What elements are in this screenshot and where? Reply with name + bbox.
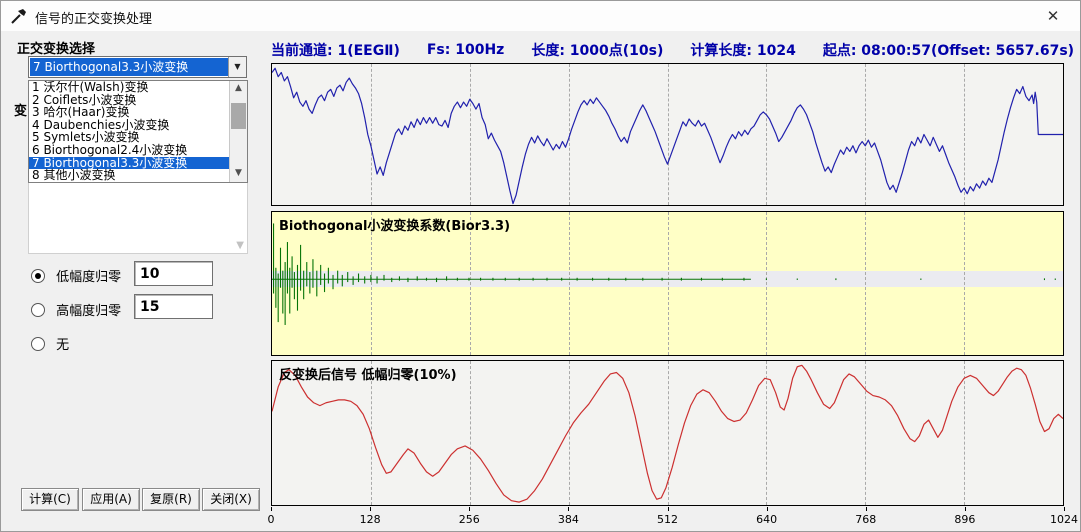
gridline <box>865 361 867 505</box>
listbox-item[interactable]: 6 Biorthogonal2.4小波变换 <box>32 142 188 157</box>
high-zero-label: 高幅度归零 <box>56 304 122 319</box>
chevron-down-icon: ▼ <box>236 240 244 251</box>
gridline <box>865 64 867 205</box>
close-icon[interactable]: ✕ <box>1046 7 1060 25</box>
inverse-chart-title: 反变换后信号 低幅归零(10%) <box>279 368 457 383</box>
gridline <box>469 361 471 505</box>
axis-tick <box>568 507 570 511</box>
none-radio[interactable] <box>31 336 45 351</box>
listbox-item[interactable]: 3 哈尔(Haar)变换 <box>32 105 130 120</box>
chevron-down-icon[interactable]: ▼ <box>230 166 247 182</box>
gridline <box>964 361 966 505</box>
clipped-label: 变 <box>14 104 28 119</box>
low-zero-label: 低幅度归零 <box>56 270 122 285</box>
title-bar: 信号的正交变换处理 ✕ <box>1 1 1080 31</box>
close-button[interactable]: 关闭(X) <box>202 488 260 511</box>
length-info: 长度: 1000点(10s) <box>531 43 664 59</box>
restore-button[interactable]: 复原(R) <box>142 488 200 511</box>
start-time-info: 起点: 08:00:57(Offset: 5657.67s) <box>822 43 1075 59</box>
listbox-item[interactable]: 2 Coiflets小波变换 <box>32 92 137 107</box>
high-zero-radio[interactable] <box>31 302 45 317</box>
window-title: 信号的正交变换处理 <box>35 12 153 27</box>
axis-tick-label: 896 <box>954 513 976 526</box>
info-bar: 当前通道: 1(EEGⅡ) Fs: 100Hz 长度: 1000点(10s) 计… <box>271 41 1075 59</box>
gridline <box>766 64 768 205</box>
hammer-icon <box>11 9 26 24</box>
low-zero-input[interactable] <box>134 261 213 286</box>
axis-tick <box>271 507 272 511</box>
inverse-signal-chart: 反变换后信号 低幅归零(10%) <box>271 360 1064 506</box>
transform-combobox[interactable]: 7 Biorthogonal3.3小波变换 ▼ <box>28 56 247 78</box>
axis-tick <box>865 507 867 511</box>
axis-tick <box>766 507 768 511</box>
apply-button[interactable]: 应用(A) <box>82 488 140 511</box>
gridline <box>370 64 372 205</box>
axis-tick-label: 256 <box>458 513 480 526</box>
channel-info: 当前通道: 1(EEGⅡ) <box>271 43 400 59</box>
axis-tick-label: 640 <box>756 513 778 526</box>
gridline <box>964 212 966 355</box>
gridline <box>568 64 570 205</box>
x-axis: 0 128 256 384 512 640 768 896 1024 <box>267 507 1078 531</box>
transform-select-label: 正交变换选择 <box>17 42 96 57</box>
gridline <box>667 64 669 205</box>
combobox-value: 7 Biorthogonal3.3小波变换 <box>30 58 228 76</box>
listbox-item[interactable]: 4 Daubenchies小波变换 <box>32 117 170 132</box>
gridline <box>370 212 372 355</box>
gridline <box>469 212 471 355</box>
calculate-button[interactable]: 计算(C) <box>21 488 79 511</box>
listbox-item[interactable]: 8 其他小波变换 <box>32 168 116 183</box>
gridline <box>568 212 570 355</box>
axis-tick-label: 512 <box>657 513 678 526</box>
gridline <box>766 361 768 505</box>
chevron-down-icon[interactable]: ▼ <box>228 57 246 77</box>
axis-tick-label: 128 <box>359 513 381 526</box>
coefficients-chart-title: Biothogonal小波变换系数(Bior3.3) <box>279 219 511 234</box>
gridline <box>964 64 966 205</box>
gridline <box>469 64 471 205</box>
high-zero-input[interactable] <box>134 294 213 319</box>
axis-tick <box>667 507 669 511</box>
listbox-item-selected[interactable]: 7 Biorthogonal3.3小波变换 <box>29 156 230 170</box>
axis-tick <box>964 507 966 511</box>
secondary-list-panel: ▼ <box>28 183 248 254</box>
scrollbar-thumb[interactable] <box>231 103 246 129</box>
gridline <box>865 212 867 355</box>
axis-tick <box>1064 507 1065 511</box>
listbox-scrollbar[interactable]: ▲ ▼ <box>229 81 247 182</box>
calc-length-info: 计算长度: 1024 <box>690 43 796 59</box>
listbox-item[interactable]: 5 Symlets小波变换 <box>32 130 140 145</box>
axis-tick-label: 384 <box>557 513 579 526</box>
none-label: 无 <box>56 338 70 353</box>
wavelet-coefficients-chart: Biothogonal小波变换系数(Bior3.3) <box>271 211 1064 356</box>
listbox-item[interactable]: 1 沃尔什(Walsh)变换 <box>32 80 149 94</box>
axis-tick-label: 1024 <box>1050 513 1078 526</box>
axis-tick-label: 768 <box>855 513 877 526</box>
eeg-signal-chart <box>271 63 1064 206</box>
transform-listbox[interactable]: 1 沃尔什(Walsh)变换 2 Coiflets小波变换 3 哈尔(Haar)… <box>28 80 248 183</box>
gridline <box>568 361 570 505</box>
low-zero-radio[interactable] <box>31 268 45 283</box>
fs-info: Fs: 100Hz <box>426 42 505 58</box>
axis-tick-label: 0 <box>267 513 275 526</box>
gridline <box>667 361 669 505</box>
gridline <box>766 212 768 355</box>
axis-tick <box>370 507 372 511</box>
chevron-up-icon[interactable]: ▲ <box>230 81 247 97</box>
axis-tick <box>469 507 471 511</box>
gridline <box>667 212 669 355</box>
